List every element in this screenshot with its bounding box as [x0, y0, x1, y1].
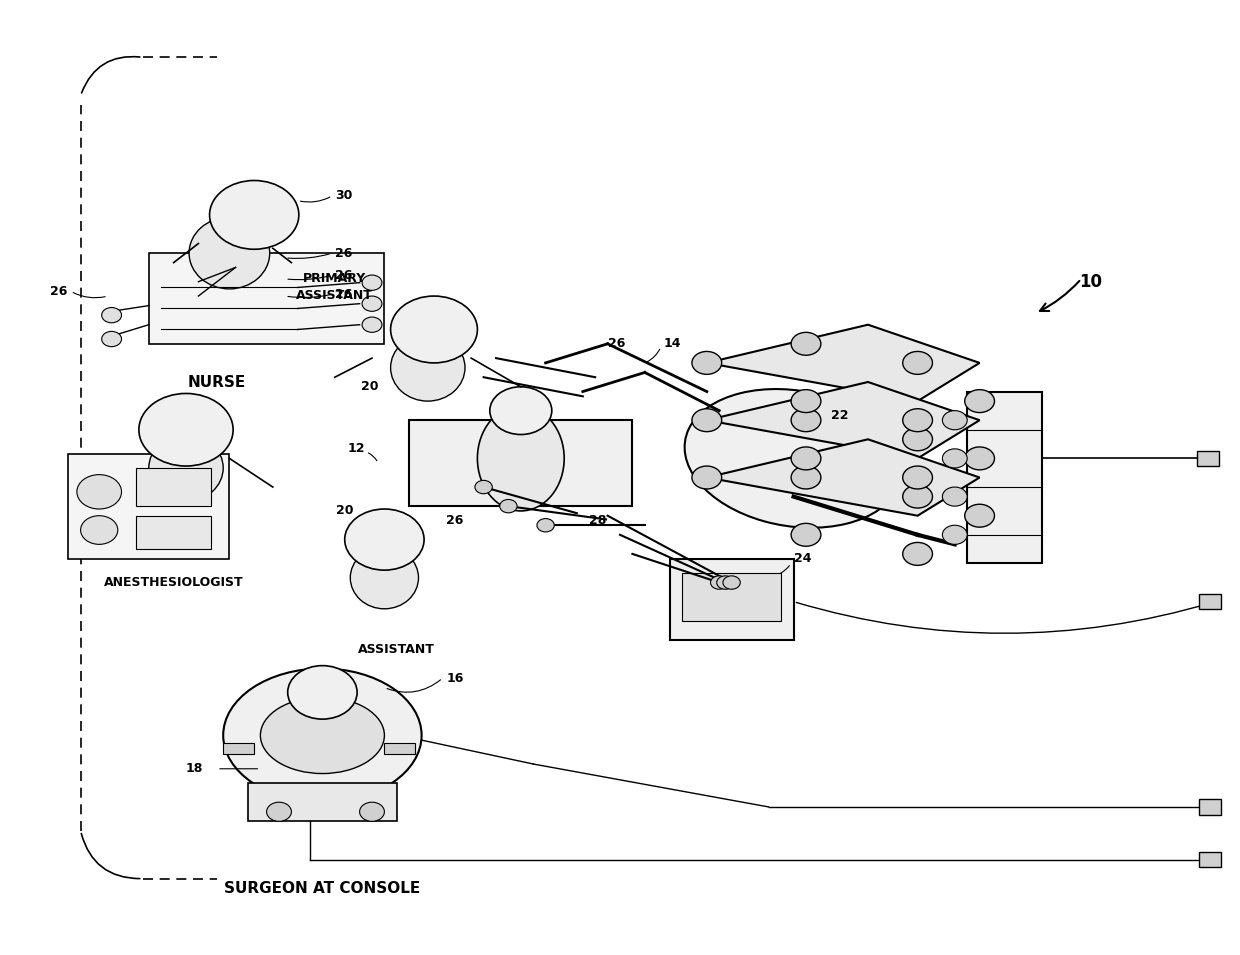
Circle shape [537, 519, 554, 532]
Text: 22: 22 [831, 409, 848, 422]
Text: ASSISTANT: ASSISTANT [358, 643, 435, 656]
Circle shape [490, 387, 552, 435]
Circle shape [210, 180, 299, 249]
Bar [384, 743, 415, 754]
Circle shape [717, 576, 734, 589]
Circle shape [711, 576, 728, 589]
Circle shape [345, 509, 424, 570]
Bar [248, 783, 397, 821]
Circle shape [791, 332, 821, 355]
Text: 26: 26 [335, 287, 352, 301]
Circle shape [288, 666, 357, 719]
Circle shape [360, 802, 384, 821]
Circle shape [102, 331, 122, 347]
Circle shape [362, 296, 382, 311]
Circle shape [391, 296, 477, 363]
Circle shape [77, 475, 122, 509]
Circle shape [791, 466, 821, 489]
Circle shape [791, 390, 821, 413]
Circle shape [500, 499, 517, 513]
Circle shape [723, 576, 740, 589]
Circle shape [903, 409, 932, 432]
Text: 20: 20 [361, 380, 378, 393]
Bar [967, 392, 1042, 563]
Bar [136, 516, 211, 549]
Bar [68, 454, 229, 559]
Bar [223, 743, 254, 754]
Text: 30: 30 [335, 189, 352, 202]
Bar [682, 573, 781, 621]
Ellipse shape [188, 217, 270, 288]
Text: NURSE: NURSE [188, 374, 246, 390]
Text: 16: 16 [446, 671, 464, 685]
Bar [1199, 799, 1221, 815]
Bar [1197, 451, 1219, 466]
Text: SURGEON AT CONSOLE: SURGEON AT CONSOLE [224, 881, 420, 896]
Circle shape [903, 485, 932, 508]
Text: 18: 18 [186, 762, 203, 775]
Circle shape [791, 523, 821, 546]
Ellipse shape [391, 334, 465, 401]
Polygon shape [707, 325, 980, 401]
Circle shape [942, 487, 967, 506]
Bar [136, 468, 211, 506]
Text: 26: 26 [446, 514, 464, 527]
Circle shape [81, 516, 118, 544]
Bar [1199, 594, 1221, 609]
Circle shape [965, 447, 994, 470]
Circle shape [791, 447, 821, 470]
Ellipse shape [684, 389, 903, 528]
Text: 24: 24 [794, 552, 811, 565]
Circle shape [903, 542, 932, 565]
Circle shape [942, 525, 967, 544]
Circle shape [692, 351, 722, 374]
Ellipse shape [477, 406, 564, 511]
Bar [1199, 852, 1221, 867]
Text: 26: 26 [335, 268, 352, 282]
Circle shape [102, 308, 122, 323]
Polygon shape [707, 382, 980, 458]
Bar [670, 559, 794, 640]
Text: 10: 10 [1079, 273, 1102, 290]
Circle shape [791, 409, 821, 432]
Circle shape [965, 504, 994, 527]
Circle shape [965, 390, 994, 413]
Circle shape [903, 351, 932, 374]
Text: PRIMARY
ASSISTANT: PRIMARY ASSISTANT [296, 271, 373, 302]
Ellipse shape [350, 546, 419, 609]
Circle shape [475, 480, 492, 494]
Ellipse shape [260, 697, 384, 774]
Circle shape [362, 317, 382, 332]
Circle shape [942, 411, 967, 430]
Text: 26: 26 [50, 285, 67, 298]
Circle shape [903, 466, 932, 489]
Circle shape [267, 802, 291, 821]
Bar [409, 420, 632, 506]
Ellipse shape [149, 435, 223, 501]
Polygon shape [707, 439, 980, 516]
Text: 26: 26 [608, 337, 625, 350]
Text: 12: 12 [347, 442, 365, 456]
Circle shape [362, 275, 382, 290]
Circle shape [139, 393, 233, 466]
Circle shape [692, 409, 722, 432]
Text: ANESTHESIOLOGIST: ANESTHESIOLOGIST [104, 576, 243, 589]
Ellipse shape [223, 668, 422, 802]
Circle shape [942, 449, 967, 468]
Text: 20: 20 [336, 504, 353, 518]
Circle shape [692, 466, 722, 489]
Text: 14: 14 [663, 337, 681, 350]
Text: 26: 26 [335, 246, 352, 260]
Bar [149, 253, 384, 344]
Circle shape [903, 428, 932, 451]
Text: 28: 28 [589, 514, 606, 527]
